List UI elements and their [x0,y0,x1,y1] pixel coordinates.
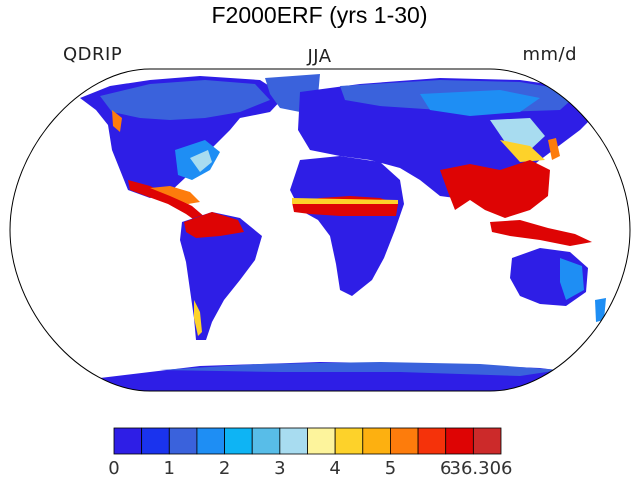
land-africa [290,156,404,296]
land-nw-coast [112,110,122,132]
colorbar-box [224,427,253,455]
land-sa-south-coast [194,300,202,336]
colorbar-tick-label: 2 [218,458,231,479]
land-antarctica-coast [160,362,560,376]
land-sahel-edge [292,198,398,204]
colorbar-tick-label: 6 [439,458,452,479]
land-south-asia [440,160,550,218]
colorbar-tick-label: 1 [163,458,176,479]
colorbar-box [472,427,502,455]
colorbar-box [390,427,419,455]
colorbar-box [113,427,143,455]
colorbar-tick-label: 3 [274,458,286,479]
colorbar-box [279,427,308,455]
colorbar-tick-label: 36.306 [449,458,513,479]
map-perimeter [9,68,631,392]
colorbar-box [251,427,281,455]
land-caribbean [150,186,200,204]
plot-title: F2000ERF (yrs 1-30) [211,2,428,28]
colorbar-box [307,427,336,455]
variable-label: QDRIP [63,44,123,65]
map-land-layer [80,74,620,391]
land-new-zealand [595,298,606,322]
colorbar-box [417,427,447,455]
land-se-asia-islands [490,220,592,246]
land-east-asia-light [490,118,545,150]
land-east-asia-yellow [500,140,545,162]
land-us-east-light [190,150,212,172]
land-canada-mid [100,80,270,120]
land-japan [548,138,560,160]
colorbar-box [168,427,198,455]
colorbar-box [141,427,170,455]
colorbar-box [334,427,364,455]
land-siberia-light [420,90,540,116]
colorbar [113,427,502,455]
colorbar-tick-label: 5 [384,458,397,479]
land-sa-wet [184,212,244,238]
land-south-america [180,212,262,340]
colorbar-box [445,427,474,455]
land-central-america [128,180,206,224]
colorbar-box [196,427,225,455]
colorbar-box [362,427,391,455]
units-label: mm/d [522,44,577,65]
land-australia-east [560,258,584,300]
colorbar-tick-label: 4 [329,458,341,479]
colorbar-tick-label: 0 [108,458,120,479]
season-label: JJA [307,46,332,67]
